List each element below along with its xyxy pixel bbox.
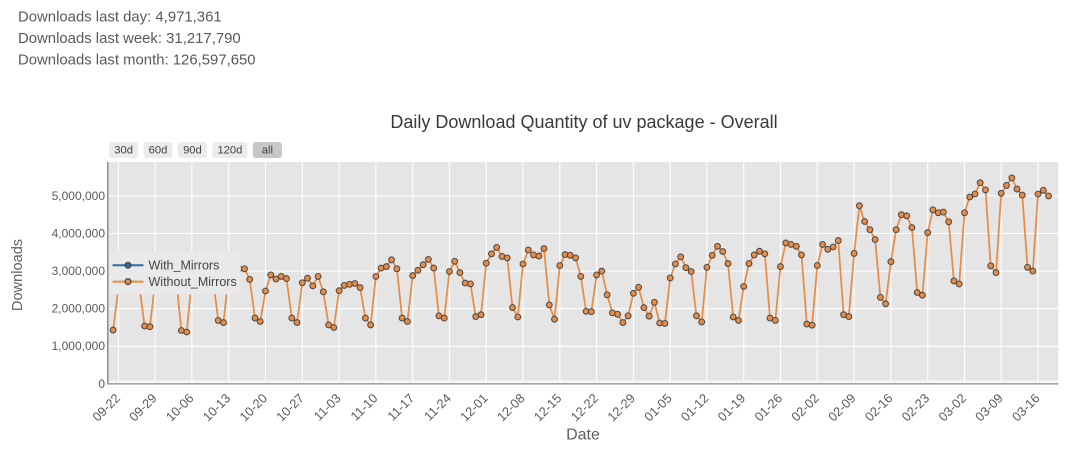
svg-text:With_Mirrors: With_Mirrors xyxy=(149,259,220,273)
svg-text:Downloads last month: 126,597,: Downloads last month: 126,597,650 xyxy=(18,52,256,68)
svg-text:5,000,000: 5,000,000 xyxy=(52,189,106,203)
svg-text:30d: 30d xyxy=(114,145,133,157)
svg-text:all: all xyxy=(262,145,273,157)
svg-text:2,000,000: 2,000,000 xyxy=(52,302,106,316)
svg-text:Without_Mirrors: Without_Mirrors xyxy=(149,275,237,289)
svg-text:120d: 120d xyxy=(217,145,242,157)
svg-text:Downloads last day: 4,971,361: Downloads last day: 4,971,361 xyxy=(18,9,222,25)
svg-text:Daily Download Quantity of uv: Daily Download Quantity of uv package - … xyxy=(390,112,777,132)
svg-text:60d: 60d xyxy=(149,145,168,157)
svg-text:0: 0 xyxy=(98,377,105,391)
svg-text:4,000,000: 4,000,000 xyxy=(52,226,106,240)
svg-text:Date: Date xyxy=(566,427,600,444)
svg-text:3,000,000: 3,000,000 xyxy=(52,264,106,278)
svg-text:Downloads last week: 31,217,79: Downloads last week: 31,217,790 xyxy=(18,31,241,47)
svg-text:1,000,000: 1,000,000 xyxy=(52,339,106,353)
svg-text:Downloads: Downloads xyxy=(10,239,26,311)
svg-text:90d: 90d xyxy=(183,145,202,157)
